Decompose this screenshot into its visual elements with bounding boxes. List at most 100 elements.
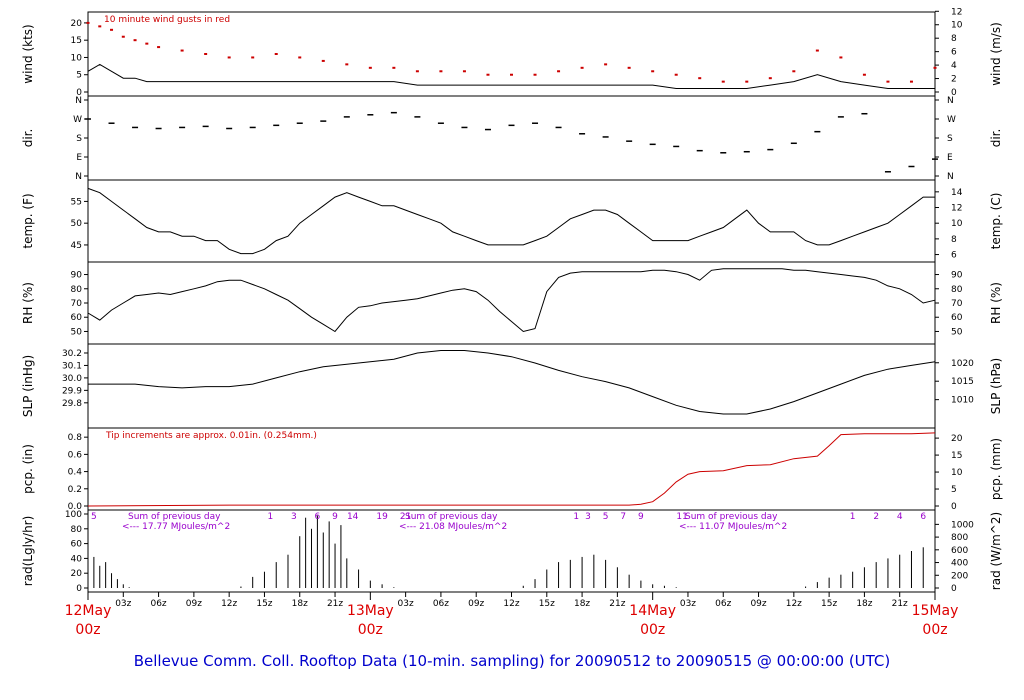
pcp-line — [87, 432, 936, 507]
gust-point — [251, 56, 255, 59]
hour-marker: 21 — [400, 512, 411, 522]
left-y-tick-label: 0.2 — [68, 485, 82, 495]
right-y-tick-label: 1020 — [951, 359, 974, 369]
left-y-tick-label: 50 — [71, 219, 83, 229]
hour-marker: 11 — [676, 512, 687, 522]
left-y-tick-label: 100 — [65, 510, 82, 520]
right-y-tick-label: 6 — [951, 251, 957, 261]
gust-point — [933, 66, 937, 69]
y-axis-label-right: SLP (hPa) — [989, 358, 1003, 414]
x-tick-label: 15z — [256, 599, 272, 609]
gust-point — [227, 56, 231, 59]
left-y-tick-label: 60 — [71, 540, 83, 550]
direction-point — [484, 128, 491, 131]
x-tick-label: 09z — [468, 599, 484, 609]
right-y-tick-label: 15 — [951, 451, 962, 461]
gust-point — [909, 80, 913, 83]
direction-point — [85, 118, 91, 120]
x-tick-label: 21z — [892, 599, 908, 609]
direction-point — [437, 122, 444, 124]
mean-wind-line — [87, 63, 935, 89]
direction-point — [626, 140, 633, 142]
gust-point — [298, 56, 302, 59]
x-tick-label: 06z — [715, 599, 731, 609]
direction-point — [108, 122, 115, 124]
gust-point — [745, 80, 749, 83]
right-y-tick-label: 8 — [951, 34, 957, 44]
direction-point — [790, 142, 797, 145]
left-y-tick-label: 0.8 — [68, 433, 83, 443]
gust-point — [321, 59, 325, 62]
direction-point — [861, 112, 868, 115]
x-tick-label: 15z — [821, 599, 837, 609]
right-y-tick-label: 20 — [951, 434, 963, 444]
right-y-tick-label: 10 — [951, 21, 963, 31]
right-y-tick-label: 600 — [951, 546, 968, 556]
y-axis-label-right: temp. (C) — [989, 193, 1003, 250]
hour-marker: 6 — [315, 512, 321, 522]
time-axis: 03z 06z 09z 12z 15z 18z 21z 03z 06z 09z 12z 15z 18z 2… — [65, 592, 958, 638]
gust-point — [698, 77, 702, 80]
direction-point — [296, 122, 303, 124]
gust-point — [627, 66, 631, 69]
daily-sum-heading: Sum of previous day — [685, 512, 778, 522]
direction-point — [908, 165, 915, 168]
y-axis-label-right: rad (W/m^2) — [989, 512, 1003, 590]
left-y-tick-label: 40 — [71, 554, 83, 564]
hour-marker: 1 — [573, 512, 579, 522]
gust-point — [815, 49, 819, 52]
right-y-tick-label: 14 — [951, 188, 963, 198]
left-y-tick-label: 80 — [71, 525, 83, 535]
right-y-tick-label: 10 — [951, 468, 963, 478]
right-y-tick-label: 1010 — [951, 396, 974, 406]
hour-marker: 2 — [873, 512, 879, 522]
left-y-tick-label: 90 — [71, 271, 83, 281]
direction-point — [132, 126, 139, 129]
hour-marker: 9 — [638, 512, 644, 522]
slp-line — [88, 350, 936, 415]
x-tick-label: 09z — [186, 599, 202, 609]
hour-marker: 1 — [850, 512, 856, 522]
panel-rh: 50 60 70 80 90 50 60 70 80 90 RH (%) RH (%) — [21, 261, 1003, 345]
gust-point — [557, 70, 561, 73]
direction-point — [767, 148, 774, 151]
gust-point — [415, 70, 419, 73]
gust-point — [98, 25, 102, 28]
direction-point — [414, 116, 421, 118]
right-y-tick-label: 6 — [951, 48, 957, 58]
left-y-tick-label: 29.9 — [62, 386, 82, 396]
day-label: 14May — [629, 603, 676, 619]
y-axis-label-right: pcp. (mm) — [989, 438, 1003, 500]
x-tick-label: 15z — [539, 599, 555, 609]
left-y-tick-label: 10 — [71, 53, 83, 63]
x-tick-label: 18z — [856, 599, 872, 609]
pcp-annotation: Tip increments are approx. 0.01in. (0.25… — [105, 431, 317, 441]
left-y-tick-label: 0 — [76, 584, 82, 594]
daily-sum-value: <--- 11.07 MJoules/m^2 — [679, 522, 787, 532]
hour-marker: 19 — [376, 512, 388, 522]
gust-point — [439, 70, 443, 73]
right-y-tick-label: 50 — [951, 327, 963, 337]
hour-marker: 3 — [291, 512, 297, 522]
right-y-tick-label: 12 — [951, 7, 962, 17]
gust-point — [274, 53, 278, 55]
gust-point — [651, 70, 655, 73]
gust-point — [86, 21, 90, 24]
panel-frame — [87, 179, 936, 263]
gust-point — [486, 73, 490, 76]
direction-point — [249, 126, 256, 129]
direction-point — [814, 130, 821, 133]
right-y-tick-label: S — [947, 134, 953, 144]
day-hour-label: 00z — [358, 622, 383, 638]
y-axis-label-left: wind (kts) — [21, 24, 35, 83]
direction-point — [579, 133, 586, 135]
left-y-tick-label: 0.0 — [68, 502, 83, 512]
gust-point — [133, 39, 137, 42]
daily-sum-value: <--- 17.77 MJoules/m^2 — [122, 522, 230, 532]
right-y-tick-label: 70 — [951, 299, 963, 309]
gust-point — [792, 70, 796, 73]
daily-sum-heading: Sum of previous day — [405, 512, 498, 522]
gust-point — [862, 73, 866, 76]
gust-point — [674, 73, 678, 76]
